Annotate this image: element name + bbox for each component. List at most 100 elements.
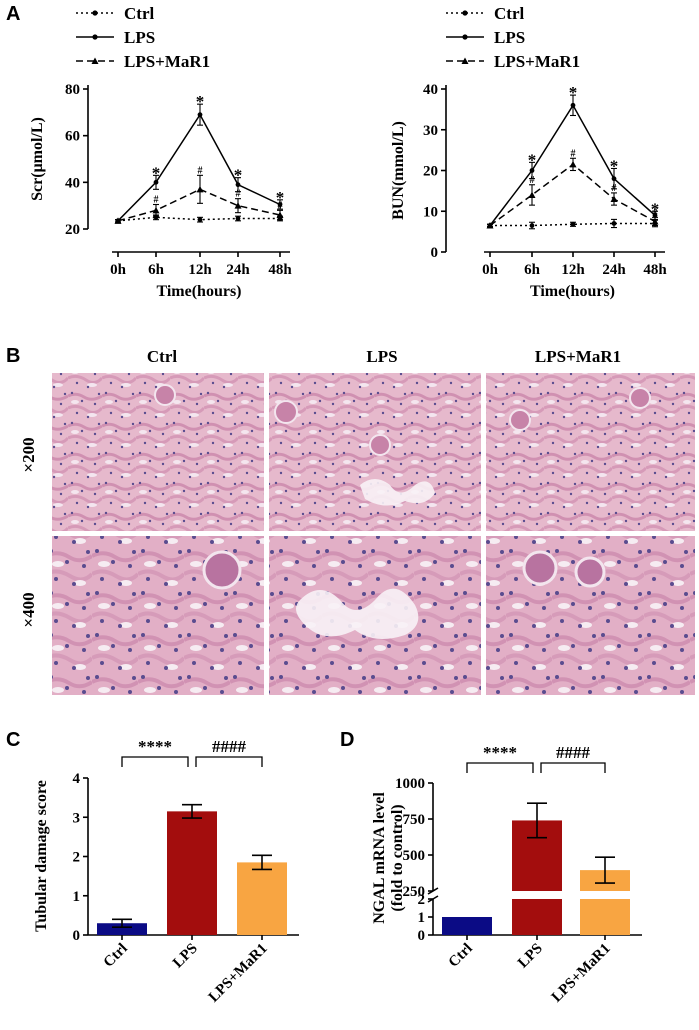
chart-scr: Ctrl LPS LPS+MaR1 20 40 60 80 0h 6h 12h 24h 48h Time… xyxy=(29,4,292,300)
data-point xyxy=(197,217,203,223)
data-point xyxy=(114,217,122,224)
x-tick-label: 48h xyxy=(643,262,667,278)
glomerulus-shape xyxy=(274,400,298,424)
significance-mark: # xyxy=(198,165,203,176)
y-tick-label: 1 xyxy=(418,910,426,926)
significance-label: **** xyxy=(138,737,172,756)
x-tick-label: 48h xyxy=(268,262,292,278)
significance-bracket xyxy=(195,756,263,767)
data-point xyxy=(570,221,576,227)
data-point xyxy=(196,185,204,193)
data-point xyxy=(529,223,535,228)
histology-col-lps: LPS xyxy=(366,347,397,366)
panel-letter-d: D xyxy=(340,729,354,751)
x-tick-label: 24h xyxy=(602,262,626,278)
significance-label: **** xyxy=(483,743,517,762)
data-point xyxy=(529,168,535,173)
chart-tubular-damage: 0 1 2 3 4 Ctrl LPS LPS+MaR1 **** #### Tubular dama… xyxy=(33,737,299,1006)
x-tick-label: 6h xyxy=(524,262,541,278)
panel-letter-a: A xyxy=(6,3,20,25)
x-tick-label: LPS+MaR1 xyxy=(549,941,614,1006)
data-point xyxy=(153,179,159,185)
significance-label: #### xyxy=(556,743,591,762)
histology-row-x400: ×400 xyxy=(19,592,38,627)
legend-marker xyxy=(462,10,468,16)
significance-mark: * xyxy=(528,150,537,169)
y-axis-label: Tubular damage score xyxy=(33,780,50,932)
significance-mark: # xyxy=(612,183,617,194)
legend-label: LPS xyxy=(494,28,525,47)
y-tick-label: 30 xyxy=(423,123,438,139)
micrograph-mar1-x200 xyxy=(486,373,695,531)
x-tick-label: Ctrl xyxy=(101,941,131,971)
y-tick-label: 4 xyxy=(73,771,81,787)
y-tick-label: 750 xyxy=(403,812,426,828)
y-axis-label-2: (fold to control) xyxy=(389,804,406,911)
series-line-dashed xyxy=(117,188,281,222)
significance-bracket xyxy=(540,762,606,773)
series-line-dotted xyxy=(117,216,280,222)
y-tick-label: 250 xyxy=(403,884,426,900)
x-tick-label: 12h xyxy=(561,262,585,278)
y-tick-label: 2 xyxy=(418,892,426,908)
glomerulus-shape xyxy=(522,550,558,586)
data-point xyxy=(152,206,160,214)
x-tick-label: 6h xyxy=(148,262,165,278)
histology-col-mar1: LPS+MaR1 xyxy=(535,347,621,366)
legend-label: LPS xyxy=(124,28,155,47)
legend-marker xyxy=(92,34,98,40)
data-point xyxy=(486,222,494,229)
y-tick-label: 40 xyxy=(65,175,80,191)
y-tick-label: 500 xyxy=(403,848,426,864)
data-point xyxy=(611,176,617,182)
significance-mark: * xyxy=(569,83,578,102)
series-line-dashed xyxy=(489,163,656,227)
legend-label: LPS+MaR1 xyxy=(494,52,580,71)
glomerulus-shape xyxy=(629,387,651,409)
significance-mark: * xyxy=(196,92,205,111)
x-axis-label: Time(hours) xyxy=(156,283,241,300)
data-point xyxy=(235,182,241,188)
data-point xyxy=(610,195,618,203)
chart-bun: Ctrl LPS LPS+MaR1 0 10 20 30 40 0h 6h 12h 24h 48h Tim… xyxy=(390,4,667,300)
y-tick-label: 10 xyxy=(423,204,438,220)
x-axis-label: Time(hours) xyxy=(530,283,615,300)
legend-marker xyxy=(462,34,468,40)
significance-mark: * xyxy=(152,163,161,182)
panel-letter-b: B xyxy=(6,345,20,367)
y-tick-label: 0 xyxy=(431,245,439,261)
glomerulus-shape xyxy=(369,434,391,456)
glomerulus-shape xyxy=(509,409,531,431)
bar-0 xyxy=(97,923,147,935)
dilated-lumen-shape xyxy=(360,479,435,506)
data-point xyxy=(652,212,658,218)
glomerulus-shape xyxy=(202,550,242,590)
y-axis-label: NGAL mRNA level xyxy=(371,792,388,924)
significance-mark: # xyxy=(571,148,576,159)
significance-mark: # xyxy=(530,175,535,186)
significance-mark: * xyxy=(234,166,243,185)
significance-mark: # xyxy=(154,195,159,206)
significance-mark: * xyxy=(651,199,660,218)
significance-mark: # xyxy=(278,200,283,211)
data-point xyxy=(235,216,241,221)
histology-col-ctrl: Ctrl xyxy=(147,347,177,366)
y-tick-label: 0 xyxy=(418,928,426,944)
x-tick-label: Ctrl xyxy=(446,941,476,971)
histology-row-x200: ×200 xyxy=(19,437,38,472)
histology-grid: Ctrl LPS LPS+MaR1 ×200 ×400 xyxy=(19,347,695,695)
y-tick-label: 40 xyxy=(423,82,438,98)
bar-1 xyxy=(167,811,217,935)
y-tick-label: 3 xyxy=(73,810,81,826)
bar-0 xyxy=(442,917,492,935)
data-point xyxy=(276,211,284,218)
x-tick-label: LPS xyxy=(515,941,546,972)
data-point xyxy=(234,202,242,209)
y-axis-label: Scr(μmol/L) xyxy=(29,117,46,201)
bar-lower-1 xyxy=(512,899,562,935)
bar-lower-2 xyxy=(580,899,630,935)
legend-label: Ctrl xyxy=(494,4,524,23)
significance-label: #### xyxy=(212,737,247,756)
data-point xyxy=(651,217,659,225)
data-point xyxy=(197,112,203,118)
